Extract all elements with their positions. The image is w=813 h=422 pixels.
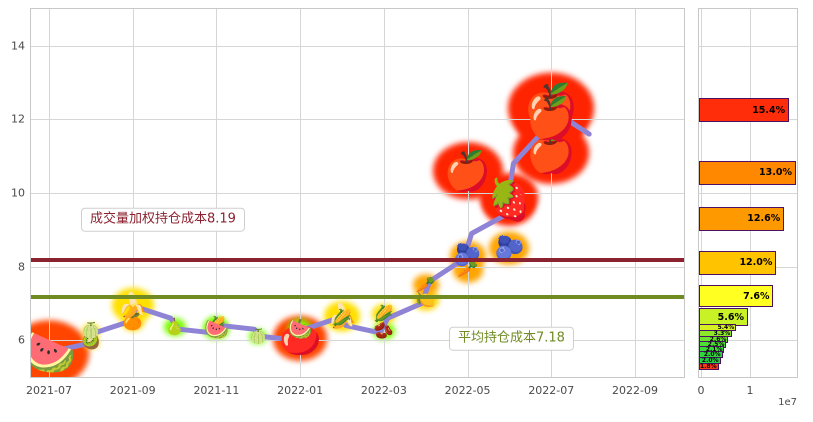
corn-icon: 🌽 — [332, 308, 352, 328]
melon-icon: 🍈 — [81, 321, 101, 340]
y-axis-tick-label: 12 — [11, 112, 25, 126]
gridline-vertical — [300, 9, 302, 377]
volume-bar: 7.6% — [699, 285, 774, 308]
gridline-vertical — [216, 9, 218, 377]
corn-icon: 🌽 — [373, 304, 394, 324]
apple-icon: 🍎 — [523, 82, 579, 134]
tangerine-icon: 🍊 — [122, 311, 143, 331]
kiwi-icon: 🥝 — [81, 332, 101, 351]
gridline-vertical — [467, 9, 469, 377]
x-axis-tick-label: 2021-11 — [193, 384, 240, 397]
volume-gridline-horizontal — [699, 193, 797, 194]
pear-icon: 🍐 — [164, 317, 185, 337]
peapod-icon: 🫘 — [373, 321, 394, 340]
gridline-horizontal — [31, 266, 684, 268]
melon-icon: 🍈 — [249, 328, 267, 345]
volume-bar: 1.8% — [699, 363, 719, 371]
watermelon-slice-icon: 🍉 — [31, 327, 77, 377]
x-axis-tick-label: 2022-01 — [277, 384, 324, 397]
average_cost-callout: 平均持仓成本7.18 — [449, 326, 574, 352]
volume-bar: 15.4% — [699, 98, 790, 123]
volume-bar-label: 1.8% — [699, 363, 717, 371]
volume-gridline-horizontal — [699, 340, 797, 342]
gridline-horizontal — [31, 119, 684, 121]
watermelon-icon: 🍉 — [287, 317, 313, 342]
volume-bar-label: 15.4% — [752, 104, 786, 116]
x-axis-tick-label: 2021-09 — [109, 384, 156, 397]
gridline-vertical — [383, 9, 385, 377]
volume-bar-label: 5.6% — [717, 311, 744, 323]
volume-bar-label: 2.1% — [705, 346, 723, 354]
x-axis-tick-label: 2022-03 — [360, 384, 407, 397]
y-axis-tick-label: 8 — [18, 260, 25, 274]
strawberry-icon: 🍓 — [489, 185, 530, 224]
volume-bar-label: 3.3% — [713, 330, 731, 338]
volume_weighted_cost-callout: 成交量加权持仓成本8.19 — [81, 207, 245, 232]
x-axis-tick-label: 2022-07 — [528, 384, 575, 397]
volume-bar-label: 13.0% — [759, 167, 793, 179]
x-axis-tick-label: 2022-09 — [612, 384, 658, 397]
gridline-vertical — [551, 9, 553, 377]
volume-bar-label: 12.0% — [739, 257, 773, 269]
volume-x-tick-label: 0 — [697, 384, 705, 397]
volume-bar-label: 2.0% — [701, 357, 719, 365]
volume-profile-panel: 15.4% 13.0% 12.6% 12.0% 7.6% 5.6% 5.4% 3.3% 2.6%… — [697, 8, 798, 408]
gridline-vertical — [132, 9, 134, 377]
apple-icon: 🍎 — [526, 129, 577, 176]
volume-x-tick-label: 1 — [746, 384, 754, 397]
radish-icon: 🫐 — [494, 234, 525, 263]
carrot-icon: 🥕 — [456, 259, 479, 280]
gridline-horizontal — [31, 193, 684, 194]
volume-bar-label: 2.6% — [709, 335, 727, 343]
volume-bar-label: 7.6% — [743, 290, 770, 302]
y-axis-tick-label: 14 — [11, 39, 25, 53]
price-line — [42, 109, 592, 358]
y-axis-tick-label: 6 — [18, 333, 25, 347]
volume-gridline-horizontal — [699, 45, 797, 47]
average_cost-line — [31, 294, 684, 299]
volume-bar-label: 12.6% — [747, 213, 781, 225]
gridline-horizontal — [31, 45, 684, 47]
volume-bar: 12.0% — [699, 250, 777, 275]
radish-icon: 🫐 — [453, 242, 482, 268]
volume_weighted_cost-line — [31, 257, 684, 262]
gridline-vertical — [49, 9, 50, 377]
volume-bar-label: 2.0% — [703, 351, 721, 359]
carrot-icon: 🥕 — [415, 275, 436, 294]
gridline-horizontal — [31, 340, 684, 342]
apple-icon: 🍎 — [443, 148, 492, 193]
apple-icon: 🍎 — [526, 96, 577, 143]
price-chart-panel: 🍉 🥝 🍈 🍊 🍌 🍐 🌽 🍉 🍈 🍅 🍉 🍌 🌽 🫘 🌽 🍋 🥕 🥕 🫐 🍎 🍓 🫐 🍓 🍎 🍎 🍎 6 8 10 12 14 2021… — [11, 8, 685, 397]
volume-bar-label: 2.5% — [707, 341, 725, 349]
fruit-marker-layer: 🍉 🥝 🍈 🍊 🍌 🍐 🌽 🍉 🍈 🍅 🍉 🍌 🌽 🫘 🌽 🍋 🥕 🥕 🫐 🍎 🍓 🫐 🍓 🍎 🍎 🍎 — [31, 9, 684, 377]
banana-icon: 🍌 — [327, 302, 357, 331]
y-axis-tick-label: 10 — [11, 186, 25, 200]
marker-glow — [331, 309, 353, 328]
watermelon-icon: 🍉 — [203, 317, 229, 342]
persimmon-icon: 🍅 — [278, 318, 322, 359]
volume-exponent-label: 1e7 — [778, 397, 797, 408]
volume-bar: 13.0% — [699, 160, 797, 185]
strawberry-icon: 🍓 — [488, 176, 531, 217]
x-axis-tick-label: 2021-07 — [26, 384, 72, 397]
volume-bar-label: 5.4% — [717, 323, 735, 331]
volume-bar: 12.6% — [699, 206, 785, 231]
corn-icon: 🌽 — [207, 315, 226, 334]
gridline-vertical — [635, 9, 637, 377]
price-line-path — [42, 109, 592, 358]
x-axis-tick-label: 2022-05 — [444, 384, 491, 397]
